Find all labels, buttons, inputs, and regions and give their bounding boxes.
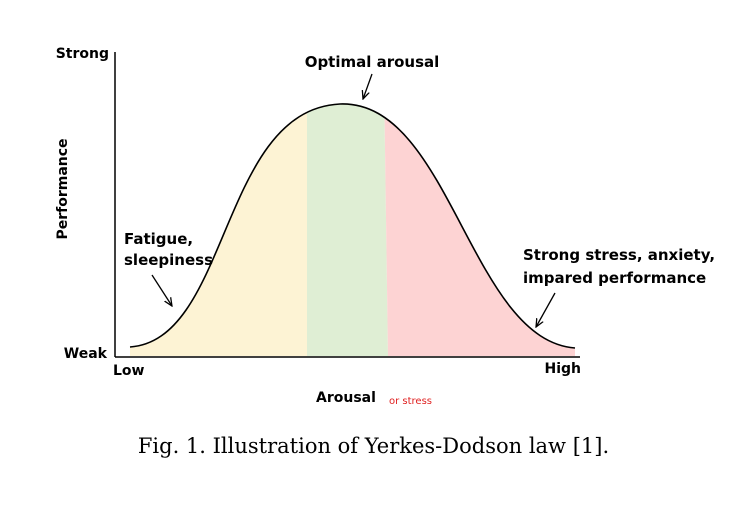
performance-curve: [129, 103, 576, 349]
optimal-zone: [307, 103, 388, 356]
peak-annotation: Optimal arousal: [305, 53, 440, 71]
y-bottom-label: Weak: [64, 346, 108, 362]
figure-caption: Fig. 1. Illustration of Yerkes-Dodson la…: [137, 434, 610, 458]
x-left-label: Low: [113, 363, 145, 379]
left-annotation-line1: Fatigue,: [124, 230, 193, 248]
x-right-label: High: [544, 361, 581, 377]
left-annotation-line2: sleepiness: [124, 251, 213, 269]
y-axis-title: Performance: [55, 138, 71, 239]
right-annotation-line2: impared performance: [523, 269, 706, 287]
zones: [130, 103, 575, 356]
low-arousal-zone: [130, 103, 307, 356]
x-axis-title: Arousal: [316, 390, 376, 406]
x-axis-note: or stress: [389, 396, 432, 407]
y-top-label: Strong: [56, 46, 109, 62]
right-arrow: [536, 292, 556, 327]
peak-arrow: [363, 73, 373, 99]
high-arousal-zone: [384, 103, 575, 356]
left-arrow: [151, 274, 172, 306]
right-annotation-line1: Strong stress, anxiety,: [523, 246, 715, 264]
